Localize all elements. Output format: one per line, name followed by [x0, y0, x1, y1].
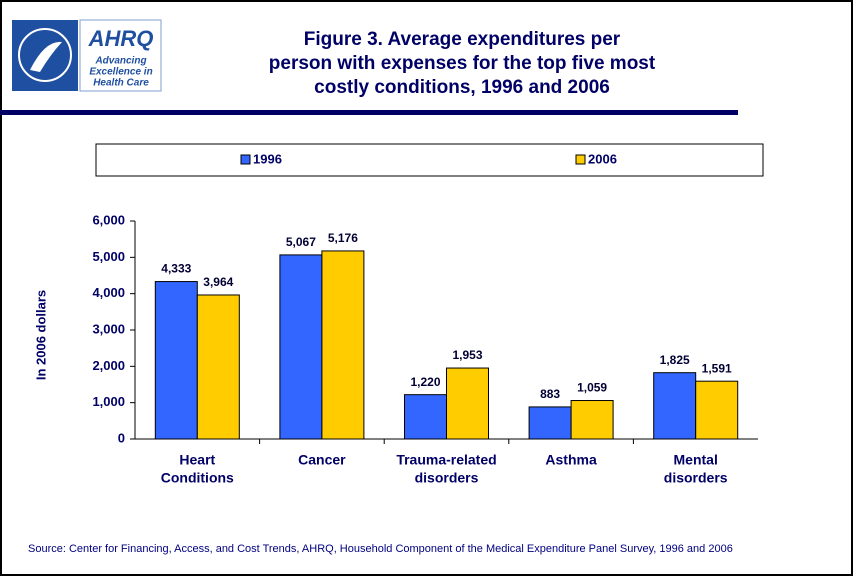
- x-tick-label: Heart: [179, 452, 215, 468]
- bar: [321, 250, 365, 440]
- legend-swatch: [575, 154, 586, 165]
- value-label: 3,964: [203, 275, 233, 289]
- x-tick-label: Asthma: [545, 452, 597, 468]
- y-tick-label: 0: [118, 430, 125, 445]
- chart-title: person with expenses for the top five mo…: [269, 53, 656, 74]
- ahrq-tagline: Health Care: [93, 78, 149, 89]
- value-label: 1,953: [452, 348, 482, 362]
- value-label: 1,220: [410, 375, 440, 389]
- y-tick-label: 4,000: [92, 285, 125, 300]
- bar: [446, 367, 489, 440]
- bar: [279, 254, 323, 440]
- ahrq-tagline: Excellence in: [89, 67, 152, 78]
- y-tick-label: 5,000: [92, 249, 125, 264]
- y-tick-label: 2,000: [92, 358, 125, 373]
- chart-title: Figure 3. Average expenditures per: [304, 29, 621, 50]
- y-axis-label: In 2006 dollars: [33, 290, 48, 380]
- value-label: 5,176: [328, 231, 358, 245]
- y-tick-label: 3,000: [92, 321, 125, 336]
- header-rule: [0, 110, 738, 115]
- hhs-eagle: [30, 41, 62, 72]
- x-tick-label: Cancer: [298, 452, 346, 468]
- ahrq-logo: [79, 19, 162, 92]
- value-label: 1,591: [702, 361, 732, 375]
- chart-title: costly conditions, 1996 and 2006: [314, 77, 610, 98]
- value-label: 883: [540, 387, 560, 401]
- x-tick-label: Mental: [674, 452, 718, 468]
- bar: [196, 294, 240, 440]
- value-label: 1,059: [577, 381, 607, 395]
- legend-label: 2006: [588, 151, 617, 166]
- x-tick-label: Conditions: [161, 470, 234, 486]
- legend-label: 1996: [253, 151, 282, 166]
- legend-box: [95, 143, 764, 177]
- hhs-seal: [18, 28, 72, 82]
- y-tick-label: 6,000: [92, 212, 125, 227]
- y-tick-label: 1,000: [92, 394, 125, 409]
- legend-swatch: [240, 154, 251, 165]
- x-tick-label: Trauma-related: [396, 452, 496, 468]
- bar: [528, 406, 572, 440]
- bar: [695, 380, 739, 440]
- ahrq-name: AHRQ: [88, 26, 154, 51]
- value-label: 4,333: [161, 262, 191, 276]
- value-label: 1,825: [660, 353, 690, 367]
- bar: [653, 372, 697, 440]
- bar: [404, 394, 447, 440]
- ahrq-tagline: Advancing: [94, 56, 146, 67]
- source: Source: Center for Financing, Access, an…: [28, 543, 733, 555]
- x-tick-label: disorders: [415, 470, 479, 486]
- value-label: 5,067: [286, 235, 316, 249]
- x-tick-label: disorders: [664, 470, 728, 486]
- bar: [154, 281, 198, 440]
- bar: [570, 400, 614, 440]
